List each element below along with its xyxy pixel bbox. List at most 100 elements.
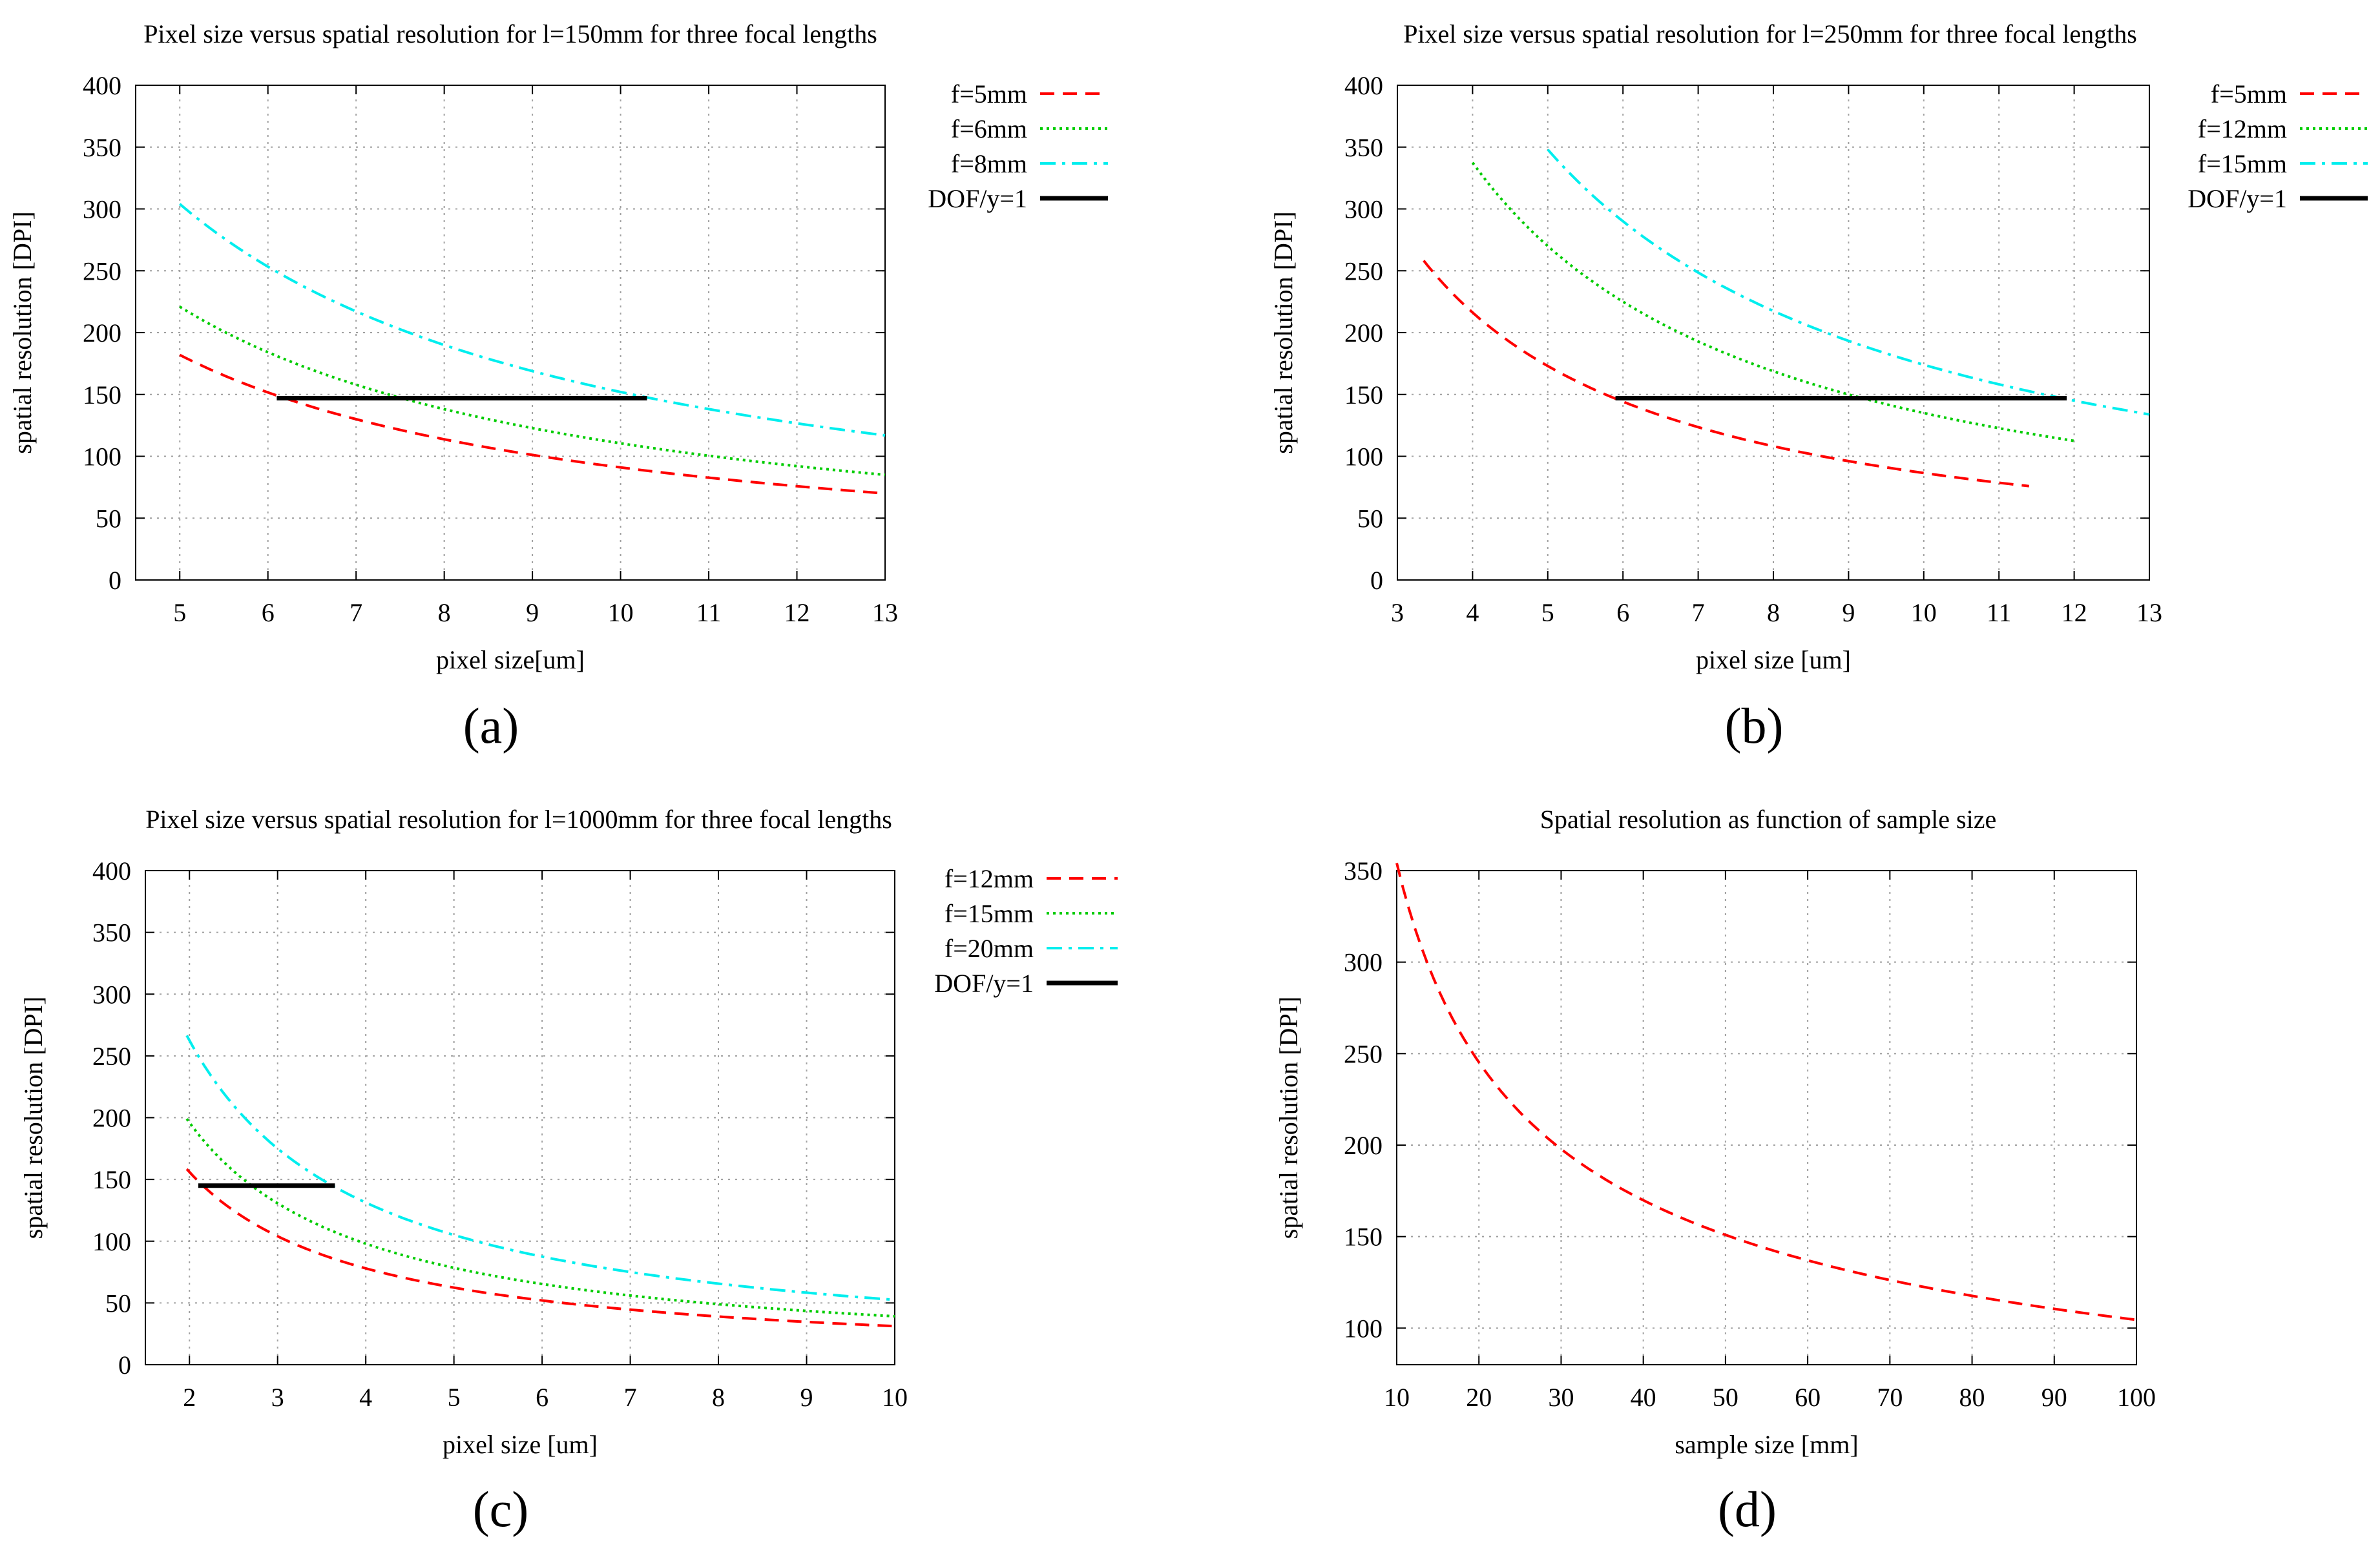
x-tick-label: 10 [1911, 598, 1937, 627]
x-tick-label: 7 [1692, 598, 1705, 627]
x-tick-label: 80 [1959, 1383, 1985, 1412]
x-tick-label: 13 [2136, 598, 2162, 627]
y-axis-label: spatial resolution [DPI] [19, 997, 48, 1239]
y-tick-label: 250 [1344, 1039, 1383, 1068]
legend-label: DOF/y=1 [934, 969, 1034, 998]
series-line-f-6mm [179, 305, 886, 477]
y-tick-label: 300 [83, 195, 121, 224]
x-tick-label: 3 [271, 1383, 284, 1412]
y-tick-label: 300 [1344, 195, 1383, 224]
chart-panel-c: Pixel size versus spatial resolution for… [19, 805, 1118, 1537]
x-tick-label: 60 [1795, 1383, 1821, 1412]
x-tick-label: 13 [872, 598, 898, 627]
legend-label: f=5mm [951, 79, 1027, 109]
series-line-f-20mm [185, 1035, 895, 1301]
y-tick-label: 350 [92, 918, 131, 947]
y-tick-label: 250 [83, 256, 121, 285]
y-tick-label: 400 [1344, 71, 1383, 100]
x-tick-label: 11 [696, 598, 722, 627]
x-axis-label: pixel size[um] [436, 645, 585, 674]
y-tick-label: 50 [1357, 504, 1383, 533]
y-tick-label: 350 [1344, 856, 1383, 885]
plot-frame [135, 85, 886, 581]
x-tick-label: 10 [608, 598, 634, 627]
y-tick-label: 100 [1344, 442, 1383, 471]
panel-label: (b) [1725, 698, 1784, 754]
y-tick-label: 200 [92, 1104, 131, 1133]
x-tick-label: 7 [624, 1383, 637, 1412]
legend-label: f=15mm [945, 899, 1034, 928]
legend-label: DOF/y=1 [2187, 184, 2287, 213]
x-tick-label: 9 [1842, 598, 1855, 627]
y-tick-label: 300 [92, 980, 131, 1009]
y-axis-label: spatial resolution [DPI] [1274, 997, 1303, 1239]
plot-frame [1396, 870, 2137, 1365]
x-tick-label: 6 [1616, 598, 1629, 627]
x-axis-label: sample size [mm] [1675, 1430, 1858, 1459]
panel-label: (a) [463, 698, 519, 754]
series-line-f-5mm [179, 353, 886, 495]
series-line-f-5mm [1423, 260, 2030, 488]
series-line-resolution [1395, 862, 2137, 1321]
x-tick-label: 11 [1987, 598, 2012, 627]
x-tick-label: 10 [1384, 1383, 1410, 1412]
y-tick-label: 350 [83, 133, 121, 162]
x-tick-label: 8 [438, 598, 451, 627]
y-tick-label: 150 [83, 380, 121, 409]
y-tick-label: 0 [1370, 566, 1383, 595]
y-tick-label: 50 [96, 504, 121, 533]
y-tick-label: 250 [92, 1042, 131, 1071]
chart-panel-b: Pixel size versus spatial resolution for… [1269, 19, 2368, 754]
y-tick-label: 200 [83, 318, 121, 347]
x-tick-label: 12 [784, 598, 810, 627]
x-tick-label: 12 [2062, 598, 2087, 627]
x-tick-label: 5 [173, 598, 186, 627]
y-tick-label: 0 [118, 1350, 131, 1380]
x-tick-label: 30 [1548, 1383, 1574, 1412]
legend-label: f=8mm [951, 149, 1027, 178]
x-tick-label: 70 [1877, 1383, 1903, 1412]
x-tick-label: 50 [1713, 1383, 1738, 1412]
legend-label: DOF/y=1 [928, 184, 1027, 213]
series-line-f-15mm [1547, 149, 2150, 416]
x-axis-label: pixel size [um] [1696, 645, 1851, 674]
y-tick-label: 150 [1344, 380, 1383, 409]
x-tick-label: 8 [1767, 598, 1780, 627]
y-tick-label: 100 [83, 442, 121, 471]
x-tick-label: 3 [1391, 598, 1404, 627]
chart-panel-a: Pixel size versus spatial resolution for… [8, 19, 1108, 754]
x-tick-label: 2 [183, 1383, 196, 1412]
chart-panel-d: Spatial resolution as function of sample… [1274, 805, 2156, 1537]
series-line-f-15mm [185, 1118, 895, 1318]
series-line-f-8mm [178, 203, 886, 437]
y-tick-label: 400 [83, 71, 121, 100]
y-tick-label: 250 [1344, 256, 1383, 285]
y-tick-label: 300 [1344, 948, 1383, 977]
x-tick-label: 5 [1541, 598, 1554, 627]
chart-title: Pixel size versus spatial resolution for… [143, 19, 877, 48]
y-tick-label: 0 [109, 566, 121, 595]
y-tick-label: 150 [92, 1165, 131, 1194]
y-tick-label: 100 [92, 1227, 131, 1256]
x-tick-label: 40 [1631, 1383, 1656, 1412]
legend-label: f=12mm [945, 864, 1034, 893]
x-tick-label: 9 [526, 598, 539, 627]
x-tick-label: 10 [882, 1383, 908, 1412]
y-axis-label: spatial resolution [DPI] [1269, 211, 1298, 454]
x-axis-label: pixel size [um] [443, 1430, 598, 1459]
series-line-f-12mm [185, 1168, 895, 1328]
y-tick-label: 200 [1344, 1131, 1383, 1160]
x-tick-label: 6 [262, 598, 275, 627]
panel-label: (c) [473, 1481, 529, 1537]
chart-title: Spatial resolution as function of sample… [1540, 805, 1997, 834]
x-tick-label: 7 [350, 598, 362, 627]
y-tick-label: 50 [105, 1288, 131, 1318]
x-tick-label: 90 [2041, 1383, 2067, 1412]
y-axis-label: spatial resolution [DPI] [8, 211, 37, 454]
legend-label: f=15mm [2198, 149, 2287, 178]
x-tick-label: 20 [1466, 1383, 1492, 1412]
chart-title: Pixel size versus spatial resolution for… [1403, 19, 2137, 48]
chart-title: Pixel size versus spatial resolution for… [145, 805, 892, 834]
legend-label: f=12mm [2198, 114, 2287, 143]
